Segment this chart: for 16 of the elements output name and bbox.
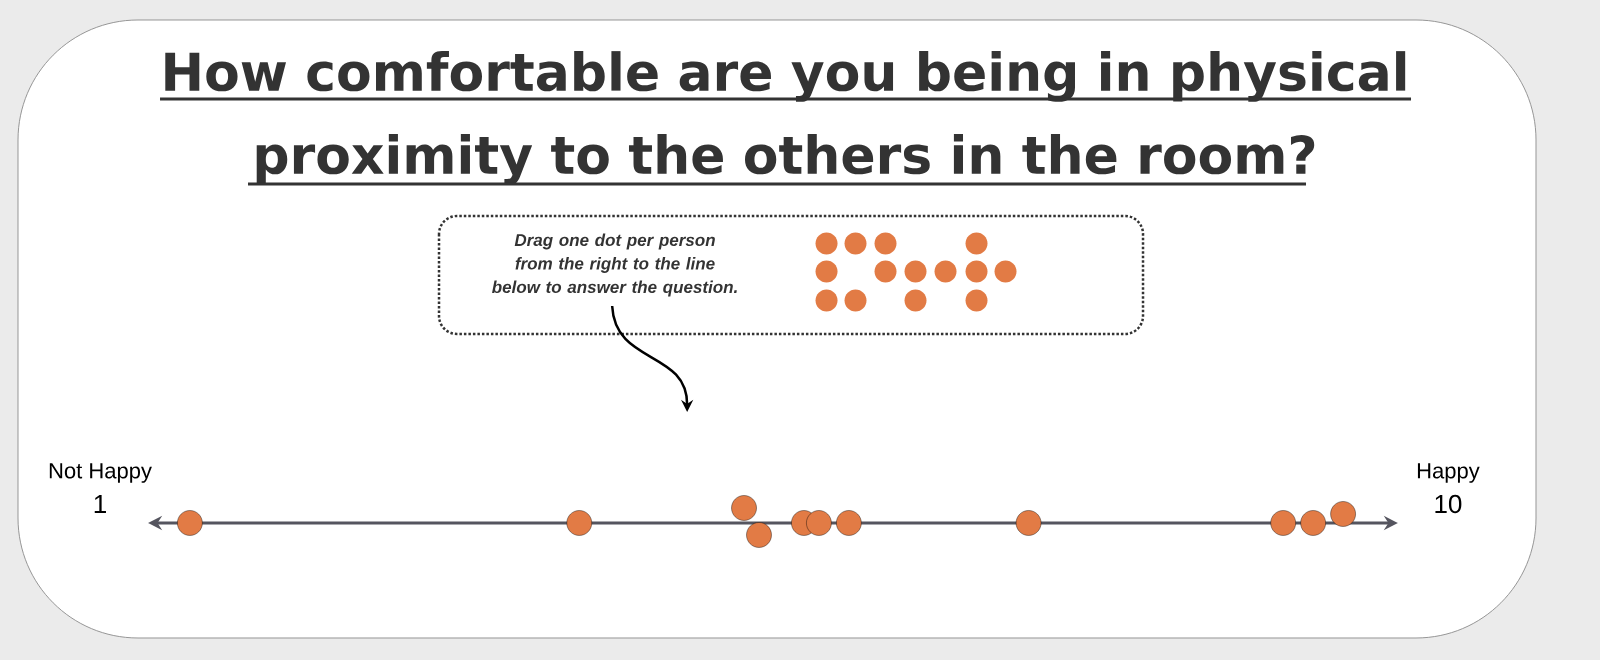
point (1015, 510, 1042, 536)
chart-title: How comfortable are you being in physical proximity to the others in the room? (165, 51, 1406, 185)
point (177, 510, 203, 536)
text: Drag one dot per person from the right to the line below to answer the question. (492, 233, 737, 297)
x-tick-label: 10 (1435, 494, 1462, 514)
text: Happy (1417, 463, 1480, 483)
point (746, 522, 772, 548)
x-tick-label: 1 (94, 495, 106, 513)
point (566, 510, 592, 536)
point (731, 495, 757, 521)
point (1330, 501, 1356, 527)
point (1300, 510, 1326, 536)
point (806, 510, 832, 536)
text: Not Happy (49, 463, 152, 483)
point (1270, 510, 1296, 536)
point (836, 510, 862, 536)
